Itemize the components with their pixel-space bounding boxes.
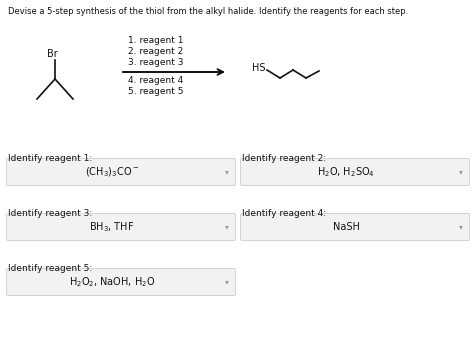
- Text: HS: HS: [252, 63, 265, 73]
- Text: Identify reagent 4:: Identify reagent 4:: [242, 209, 326, 218]
- Text: Identify reagent 5:: Identify reagent 5:: [8, 264, 92, 273]
- Text: 3. reagent 3: 3. reagent 3: [128, 58, 183, 67]
- Text: ▾: ▾: [459, 223, 463, 231]
- Text: (CH$_3$)$_3$CO$^-$: (CH$_3$)$_3$CO$^-$: [85, 165, 139, 179]
- Text: H$_2$O$_2$, NaOH, H$_2$O: H$_2$O$_2$, NaOH, H$_2$O: [69, 275, 155, 289]
- Text: H$_2$O, H$_2$SO$_4$: H$_2$O, H$_2$SO$_4$: [317, 165, 375, 179]
- Text: 1. reagent 1: 1. reagent 1: [128, 36, 183, 45]
- FancyBboxPatch shape: [7, 159, 236, 186]
- FancyBboxPatch shape: [7, 268, 236, 295]
- Text: 4. reagent 4: 4. reagent 4: [128, 76, 183, 85]
- Text: BH$_3$, THF: BH$_3$, THF: [89, 220, 135, 234]
- Text: Devise a 5-step synthesis of the thiol from the alkyl halide. Identify the reage: Devise a 5-step synthesis of the thiol f…: [8, 7, 408, 16]
- Text: Br: Br: [47, 49, 58, 59]
- Text: ▾: ▾: [225, 168, 229, 176]
- FancyBboxPatch shape: [240, 214, 470, 240]
- FancyBboxPatch shape: [7, 214, 236, 240]
- Text: Identify reagent 2:: Identify reagent 2:: [242, 154, 326, 163]
- Text: Identify reagent 3:: Identify reagent 3:: [8, 209, 92, 218]
- Text: 5. reagent 5: 5. reagent 5: [128, 87, 183, 96]
- Text: ▾: ▾: [225, 223, 229, 231]
- Text: Identify reagent 1:: Identify reagent 1:: [8, 154, 92, 163]
- Text: ▾: ▾: [225, 278, 229, 287]
- FancyBboxPatch shape: [240, 159, 470, 186]
- Text: ▾: ▾: [459, 168, 463, 176]
- Text: 2. reagent 2: 2. reagent 2: [128, 47, 183, 56]
- Text: NaSH: NaSH: [333, 222, 359, 232]
